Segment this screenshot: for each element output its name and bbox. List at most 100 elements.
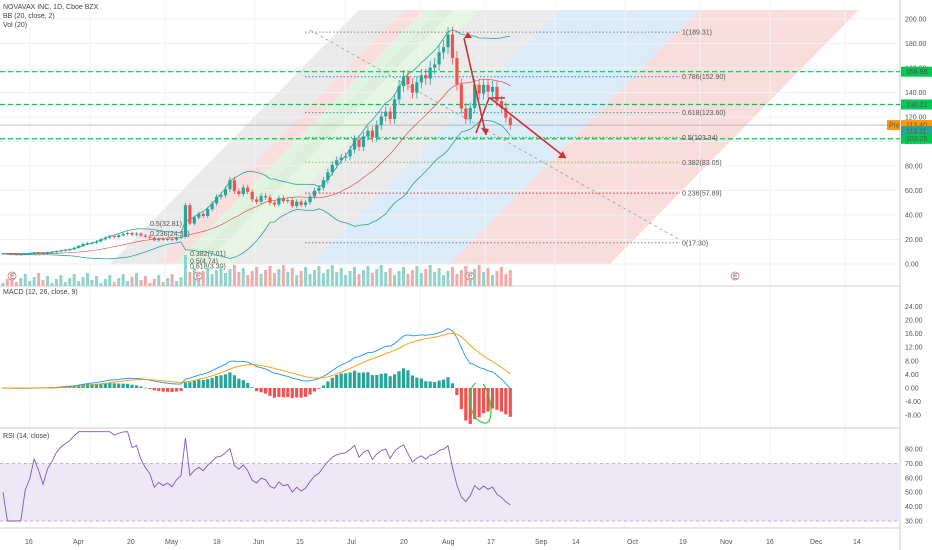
candle-body [241, 187, 245, 194]
macd-histogram [393, 374, 397, 388]
candle-body [45, 252, 50, 254]
volume-bar [59, 275, 63, 286]
candle-body [237, 191, 241, 194]
macd-histogram [397, 371, 401, 388]
volume-bar [232, 265, 236, 286]
vol-legend[interactable]: Vol (20) [3, 22, 28, 29]
volume-bar [148, 283, 152, 286]
price-tick: 80.00 [905, 164, 923, 171]
candle-body [255, 199, 259, 202]
candle-body [250, 191, 254, 200]
macd-histogram [188, 382, 192, 388]
volume-bar [366, 266, 370, 286]
volume-bar [54, 279, 58, 286]
candle-body [99, 239, 103, 242]
volume-bar [353, 267, 357, 286]
candle-body [228, 180, 232, 190]
volume-bar [108, 275, 112, 286]
arrow-projection [489, 97, 567, 159]
candle-body [219, 195, 223, 197]
macd-histogram [473, 388, 477, 420]
fib-left-label: 0.236(24.31) [150, 231, 190, 238]
volume-bar [330, 265, 334, 286]
volume-bar [32, 277, 36, 286]
volume-bar [37, 273, 41, 286]
fib-channel-fan [0, 10, 932, 290]
price-axis[interactable]: 200.00180.00160.00140.00120.00100.0080.0… [887, 17, 932, 526]
fib-band [310, 10, 699, 264]
volume-bar [335, 272, 339, 286]
volume-bar [206, 267, 210, 286]
macd-histogram [299, 388, 303, 398]
macd-histogram [277, 388, 281, 398]
volume-bar [250, 271, 254, 286]
macd-histogram [112, 383, 116, 388]
macd-tick: 24.00 [905, 304, 923, 311]
volume-bar [508, 270, 512, 286]
candle-body [290, 200, 294, 207]
fib-left-label: 0.5(32.81) [150, 221, 182, 228]
volume-bar [473, 269, 477, 286]
candle-body [183, 205, 188, 237]
volume-bar [393, 275, 397, 286]
candle-body [72, 247, 76, 250]
macd-histogram [210, 377, 214, 388]
macd-histogram [130, 384, 134, 388]
candle-body [81, 243, 85, 246]
macd-histogram [415, 377, 419, 388]
macd-histogram [246, 382, 250, 388]
macd-histogram [317, 388, 321, 389]
candle-body [366, 130, 370, 137]
macd-histogram [179, 388, 183, 391]
volume-bar [446, 271, 450, 286]
volume-bar [450, 267, 454, 286]
candle-body [295, 201, 299, 207]
volume-bar [495, 271, 499, 286]
price-tick: 20.00 [905, 237, 923, 244]
macd-histogram [259, 388, 263, 393]
candle-body [130, 232, 134, 235]
volume-bar [486, 268, 490, 286]
fib-band [110, 10, 404, 264]
volume-bar [135, 273, 138, 286]
fib-level-label: 0.618(123.60) [682, 110, 726, 117]
macd-histogram [117, 383, 121, 388]
candle-body [121, 233, 125, 236]
macd-histogram [450, 383, 455, 388]
candle-body [304, 202, 308, 205]
symbol-legend[interactable]: NOVAVAX INC, 1D, Cboe BZX BB (20, close,… [3, 3, 98, 30]
candle-body [344, 156, 348, 158]
macd-histogram [183, 382, 188, 388]
candle-body [499, 101, 503, 108]
macd-legend[interactable]: MACD (12, 26, close, 9) [3, 289, 78, 296]
candle-body [441, 47, 446, 53]
candle-body [401, 76, 406, 87]
price-badge [901, 99, 932, 110]
grid-lines [0, 0, 901, 550]
bb-lower [2, 119, 511, 260]
volume-bar [161, 282, 165, 286]
time-tick: May [165, 539, 179, 546]
candle-body [41, 252, 45, 254]
time-tick: 20 [127, 539, 135, 546]
macd-histogram [161, 388, 165, 392]
rsi-legend[interactable]: RSI (14, close) [3, 433, 50, 440]
time-tick: 20 [400, 539, 408, 546]
volume-bar [157, 275, 161, 286]
bb-legend[interactable]: BB (20, close, 2) [3, 13, 55, 20]
time-axis[interactable]: 16 Apr 20 May 18 Jun 15 Jul 20 Aug 17 Sep 14 Oct 19 Nov… [25, 539, 861, 546]
volume-bar [433, 272, 437, 286]
macd-histogram [344, 373, 348, 388]
candle-body [486, 84, 490, 92]
time-tick: 19 [679, 539, 687, 546]
candle-body [348, 149, 352, 157]
fib-level-label: 1(189.31) [682, 30, 712, 37]
volume-bar [348, 271, 352, 286]
rsi-tick: 30.00 [905, 519, 923, 526]
candle-body [459, 84, 463, 109]
candle-body [210, 203, 214, 210]
signal-line [2, 332, 511, 389]
symbol-title[interactable]: NOVAVAX INC, 1D, Cboe BZX [3, 4, 99, 11]
candle-body [384, 111, 388, 117]
